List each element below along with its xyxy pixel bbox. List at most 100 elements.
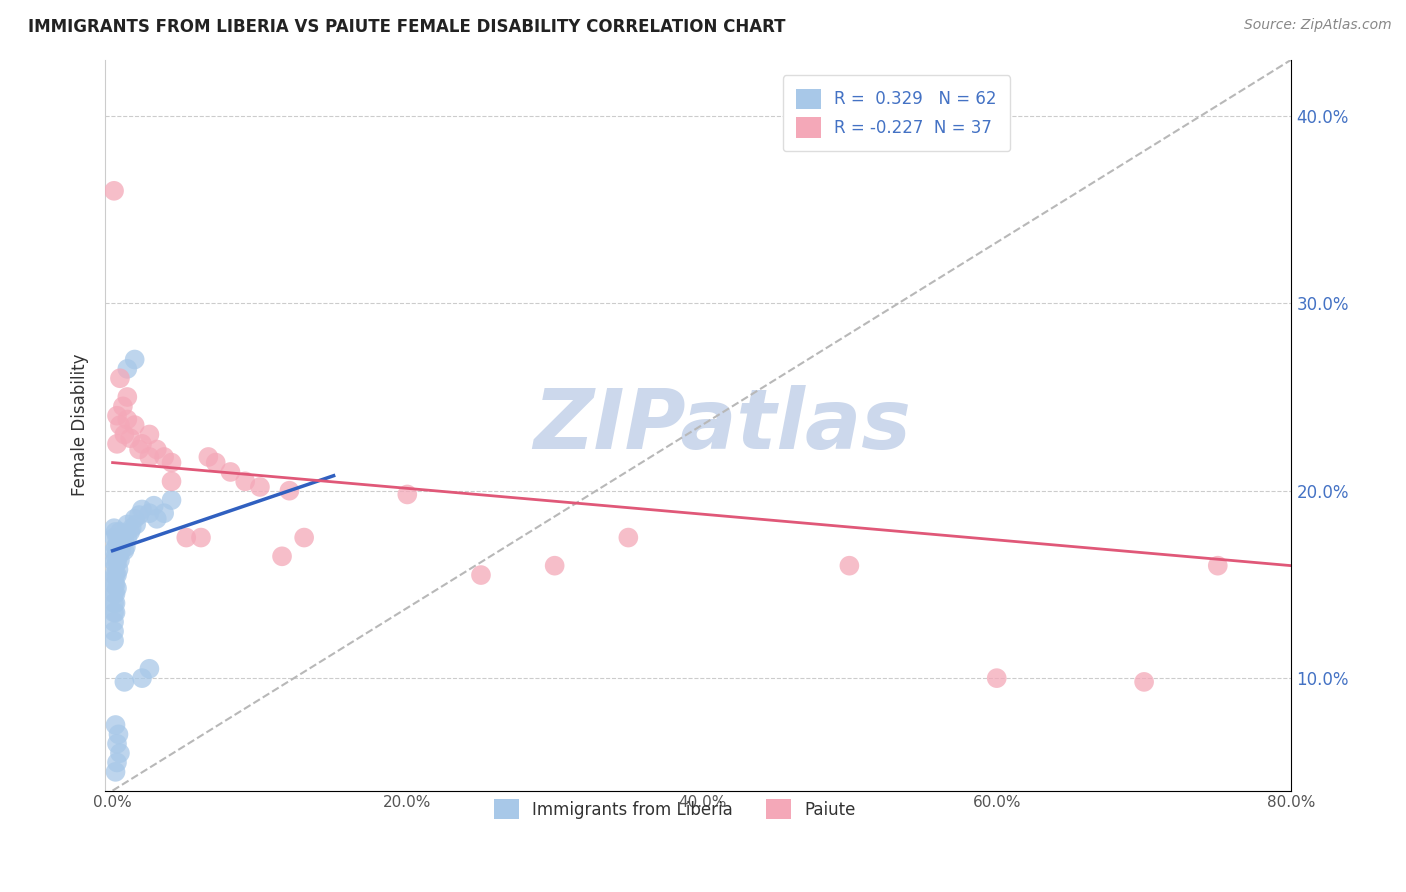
Point [396,487,419,501]
Text: ZIPatlas: ZIPatlas [533,384,911,466]
Point [160,456,183,470]
Point [112,543,135,558]
Point [108,553,131,567]
Point [986,671,1008,685]
Point [292,531,315,545]
Point [112,427,135,442]
Point [107,727,129,741]
Point [107,536,129,550]
Point [103,615,125,629]
Point [128,508,150,522]
Point [120,524,142,539]
Point [115,540,138,554]
Point [103,568,125,582]
Point [104,606,127,620]
Point [160,475,183,489]
Point [142,499,165,513]
Point [105,543,128,558]
Point [117,390,139,404]
Point [103,633,125,648]
Point [124,352,146,367]
Point [110,543,132,558]
Point [125,517,148,532]
Point [249,480,271,494]
Point [111,400,134,414]
Point [104,718,127,732]
Point [617,531,640,545]
Point [470,568,492,582]
Point [131,671,153,685]
Point [112,531,135,545]
Point [131,437,153,451]
Point [153,506,176,520]
Point [138,427,160,442]
Point [104,540,127,554]
Point [103,184,125,198]
Point [117,412,139,426]
Text: Source: ZipAtlas.com: Source: ZipAtlas.com [1244,18,1392,32]
Point [138,506,160,520]
Point [543,558,565,573]
Point [1133,674,1156,689]
Point [124,512,146,526]
Point [103,555,125,569]
Point [108,418,131,433]
Point [204,456,226,470]
Point [103,606,125,620]
Point [121,521,143,535]
Point [105,568,128,582]
Point [190,531,212,545]
Point [105,531,128,545]
Point [104,587,127,601]
Point [146,442,169,457]
Point [111,536,134,550]
Point [117,531,139,545]
Point [103,531,125,545]
Point [108,540,131,554]
Point [107,562,129,576]
Point [219,465,242,479]
Point [117,517,139,532]
Point [117,362,139,376]
Y-axis label: Female Disability: Female Disability [72,354,89,496]
Point [104,764,127,779]
Point [108,746,131,760]
Point [104,549,127,564]
Point [103,543,125,558]
Point [174,531,197,545]
Point [124,418,146,433]
Point [105,409,128,423]
Point [107,549,129,564]
Point [838,558,860,573]
Point [160,493,183,508]
Point [104,524,127,539]
Point [103,624,125,639]
Point [105,737,128,751]
Point [233,475,256,489]
Point [1206,558,1229,573]
Point [105,437,128,451]
Point [131,502,153,516]
Point [103,577,125,591]
Point [103,587,125,601]
Point [108,524,131,539]
Point [108,371,131,385]
Point [120,431,142,445]
Point [278,483,301,498]
Point [104,577,127,591]
Point [138,662,160,676]
Point [104,558,127,573]
Text: IMMIGRANTS FROM LIBERIA VS PAIUTE FEMALE DISABILITY CORRELATION CHART: IMMIGRANTS FROM LIBERIA VS PAIUTE FEMALE… [28,18,786,36]
Point [197,450,219,464]
Point [103,596,125,610]
Point [104,568,127,582]
Point [105,756,128,770]
Point [271,549,294,564]
Point [128,442,150,457]
Point [110,531,132,545]
Point [105,581,128,595]
Point [153,450,176,464]
Point [138,450,160,464]
Point [104,596,127,610]
Point [146,512,169,526]
